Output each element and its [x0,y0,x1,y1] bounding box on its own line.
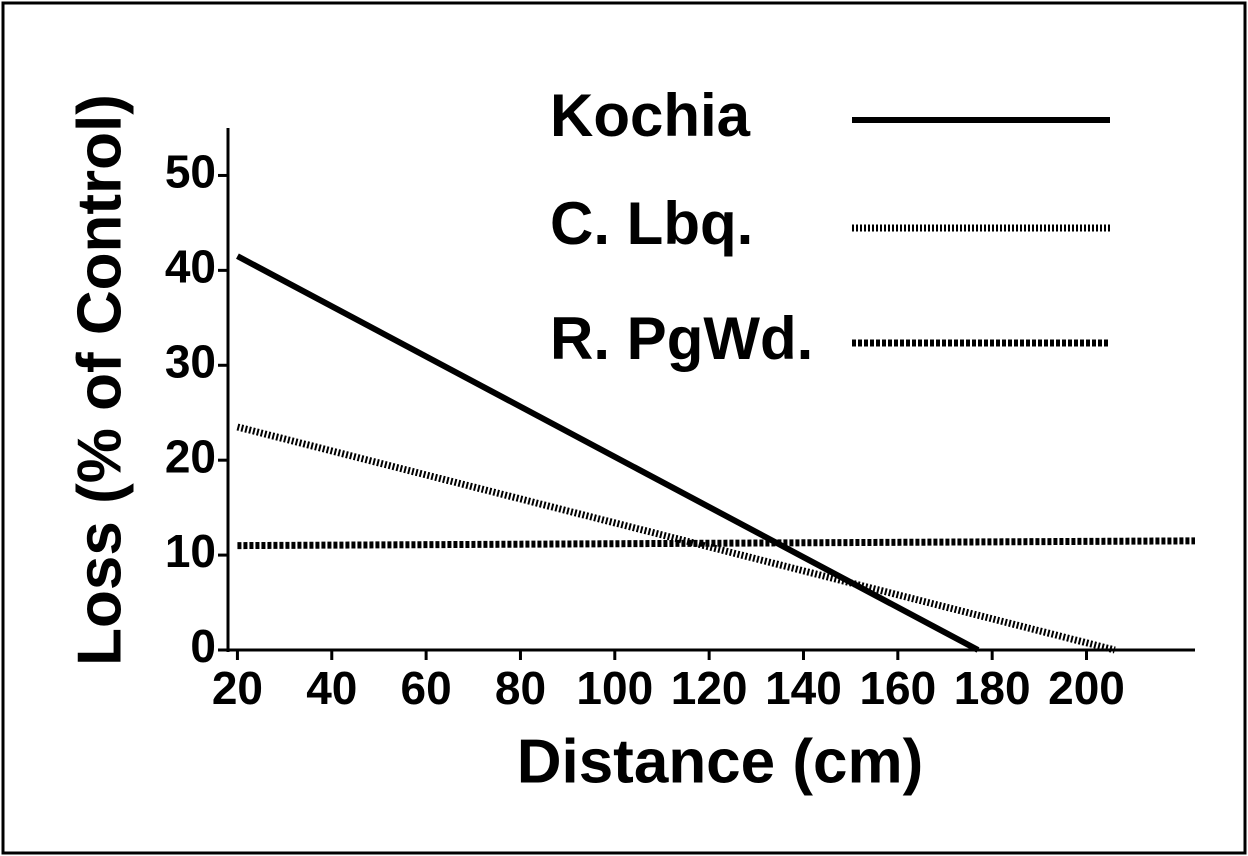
x-tick-label: 60 [401,662,452,714]
x-axis-label: Distance (cm) [517,727,924,796]
x-tick-label: 160 [859,662,936,714]
x-tick-label: 200 [1048,662,1125,714]
y-tick-label: 10 [165,525,216,577]
x-tick-label: 140 [765,662,842,714]
series-line [236,423,1116,654]
legend-label: C. Lbq. [550,190,753,257]
y-tick-label: 30 [165,335,216,387]
x-tick-label: 80 [495,662,546,714]
legend-label: Kochia [550,82,751,149]
x-tick-label: 20 [212,662,263,714]
y-tick-label: 0 [190,620,216,672]
y-tick-label: 40 [165,241,216,293]
y-axis-label: Loss (% of Control) [65,94,134,666]
x-tick-label: 120 [671,662,748,714]
series-line [237,537,1196,550]
y-tick-label: 50 [165,146,216,198]
legend-label: R. PgWd. [550,305,813,372]
x-tick-label: 40 [306,662,357,714]
x-tick-label: 100 [576,662,653,714]
y-tick-label: 20 [165,430,216,482]
x-tick-label: 180 [954,662,1031,714]
